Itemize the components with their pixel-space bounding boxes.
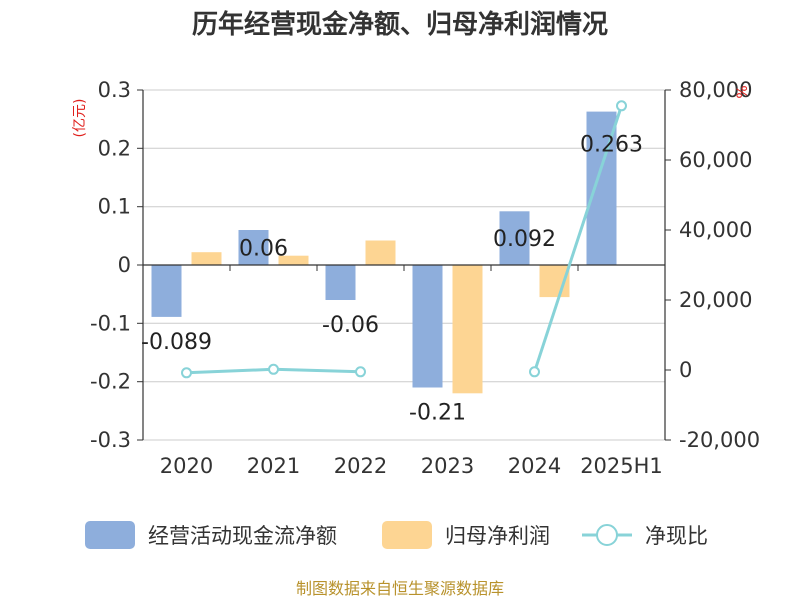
left-tick-label: -0.2 bbox=[90, 370, 131, 394]
cash-flow-bar bbox=[412, 265, 443, 388]
category-label: 2024 bbox=[508, 454, 561, 478]
cash-flow-bar bbox=[499, 211, 530, 265]
legend: 经营活动现金流净额 归母净利润 净现比 bbox=[85, 521, 708, 549]
right-tick-label: 60,000 bbox=[679, 148, 752, 172]
legend-swatch-cash-flow bbox=[85, 521, 135, 549]
net-profit-bar bbox=[278, 255, 309, 265]
ratio-line-segment bbox=[533, 105, 623, 373]
ratio-point bbox=[181, 367, 192, 379]
left-tick-label: 0.3 bbox=[98, 78, 131, 102]
left-axis-unit: (亿元) bbox=[72, 99, 88, 138]
cash-flow-bar bbox=[325, 265, 356, 300]
bars bbox=[151, 111, 617, 394]
right-axis-unit: % bbox=[735, 85, 751, 98]
category-label: 2020 bbox=[160, 454, 213, 478]
cash-flow-value-label: 0.06 bbox=[239, 237, 288, 262]
net-profit-bar bbox=[452, 265, 483, 394]
cash-flow-value-label: 0.263 bbox=[580, 133, 643, 158]
left-tick-label: -0.3 bbox=[90, 428, 131, 452]
legend-swatch-ratio-marker bbox=[596, 524, 618, 546]
right-tick-label: 80,000 bbox=[679, 78, 752, 102]
cash-flow-value-label: 0.092 bbox=[493, 227, 556, 252]
ratio-point bbox=[529, 366, 540, 378]
ratio-point bbox=[355, 366, 366, 378]
data-labels: -0.089 0.06 -0.06 -0.21 0.092 0.263 bbox=[141, 133, 643, 426]
category-label: 2025H1 bbox=[580, 454, 663, 478]
right-tick-label: 20,000 bbox=[679, 288, 752, 312]
right-tick-label: 40,000 bbox=[679, 218, 752, 242]
left-tick-label: -0.1 bbox=[90, 311, 131, 335]
ratio-point bbox=[268, 363, 279, 375]
category-label: 2023 bbox=[421, 454, 474, 478]
left-tick-label: 0.1 bbox=[98, 195, 131, 219]
net-profit-bar bbox=[365, 240, 396, 265]
right-tick-label: 0 bbox=[679, 358, 692, 382]
cash-flow-value-label: -0.06 bbox=[322, 313, 379, 338]
cash-flow-bar bbox=[238, 230, 269, 265]
source-note: 制图数据来自恒生聚源数据库 bbox=[296, 579, 504, 598]
legend-swatch-net-profit bbox=[382, 521, 432, 549]
left-tick-label: 0 bbox=[118, 253, 131, 277]
cash-flow-value-label: -0.089 bbox=[141, 330, 212, 355]
axes: -0.3 -0.2 -0.1 0 0.1 0.2 0.3 -20,000 0 20,000 40,0… bbox=[90, 78, 760, 478]
legend-label-net-profit: 归母净利润 bbox=[445, 524, 550, 548]
chart-title: 历年经营现金净额、归母净利润情况 bbox=[192, 9, 608, 40]
cash-flow-bar bbox=[151, 265, 182, 317]
category-label: 2022 bbox=[334, 454, 387, 478]
ratio-line bbox=[181, 100, 627, 379]
right-tick-label: -20,000 bbox=[679, 428, 760, 452]
cash-flow-value-label: -0.21 bbox=[409, 401, 466, 426]
left-tick-label: 0.2 bbox=[98, 136, 131, 160]
ratio-point bbox=[616, 100, 627, 112]
category-label: 2021 bbox=[247, 454, 300, 478]
legend-label-cash-flow: 经营活动现金流净额 bbox=[148, 524, 337, 548]
net-profit-bar bbox=[191, 252, 222, 265]
legend-label-ratio: 净现比 bbox=[645, 524, 708, 548]
